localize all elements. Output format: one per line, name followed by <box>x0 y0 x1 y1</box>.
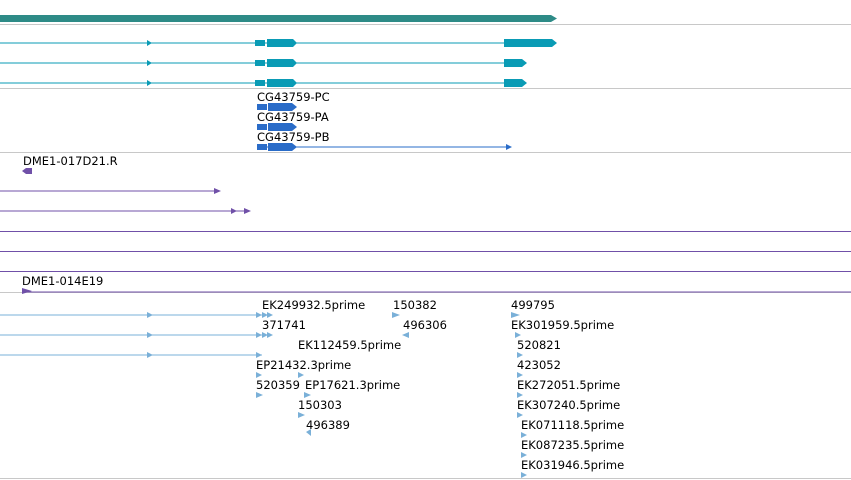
est-feature[interactable] <box>0 352 262 358</box>
transcript-label[interactable]: CG43759-PC <box>257 90 330 104</box>
est-label[interactable]: EK087235.5prime <box>521 438 625 452</box>
est-label[interactable]: EK112459.5prime <box>298 338 402 352</box>
transcript-label[interactable]: CG43759-PB <box>257 130 330 144</box>
track-separator <box>0 88 851 89</box>
est-label[interactable]: 499795 <box>511 298 555 312</box>
est-feature[interactable] <box>0 332 273 338</box>
track-separator <box>0 152 851 153</box>
est-label[interactable]: 496306 <box>403 318 447 332</box>
est-label[interactable]: EK272051.5prime <box>517 378 621 392</box>
est-label[interactable]: EK031946.5prime <box>521 458 625 472</box>
est-label[interactable]: 520821 <box>517 338 561 352</box>
est-feature[interactable] <box>0 312 273 318</box>
transcript-feature[interactable] <box>0 79 527 87</box>
est-label[interactable]: 520359 <box>256 378 300 392</box>
track-separator <box>0 478 851 479</box>
track-separator <box>0 24 851 25</box>
est-label[interactable]: EP17621.3prime <box>305 378 401 392</box>
est-label[interactable]: EK071118.5prime <box>521 418 625 432</box>
clone-feature[interactable] <box>0 208 251 214</box>
cds-feature[interactable] <box>257 103 297 111</box>
clone-feature[interactable] <box>22 288 851 294</box>
est-label[interactable]: EP21432.3prime <box>256 358 352 372</box>
est-label[interactable]: 150382 <box>393 298 437 312</box>
clone-label[interactable]: DME1-014E19 <box>22 274 104 288</box>
est-label[interactable]: EK301959.5prime <box>511 318 615 332</box>
cds-feature[interactable] <box>257 143 512 151</box>
gene-span-feature[interactable] <box>0 15 557 22</box>
est-label[interactable]: 423052 <box>517 358 561 372</box>
est-label[interactable]: EK307240.5prime <box>517 398 621 412</box>
est-label[interactable]: EK249932.5prime <box>262 298 366 312</box>
est-label[interactable]: 150303 <box>298 398 342 412</box>
est-label[interactable]: 496389 <box>306 418 350 432</box>
clone-feature[interactable] <box>0 188 221 194</box>
clone-feature[interactable] <box>0 231 851 272</box>
transcript-label[interactable]: CG43759-PA <box>257 110 329 124</box>
transcript-feature[interactable] <box>0 59 527 67</box>
cds-feature[interactable] <box>257 123 297 131</box>
est-feature[interactable] <box>256 312 527 478</box>
est-label[interactable]: 371741 <box>262 318 306 332</box>
clone-feature[interactable] <box>22 168 32 174</box>
clone-label[interactable]: DME1-017D21.R <box>23 154 118 168</box>
transcript-feature[interactable] <box>0 39 557 47</box>
